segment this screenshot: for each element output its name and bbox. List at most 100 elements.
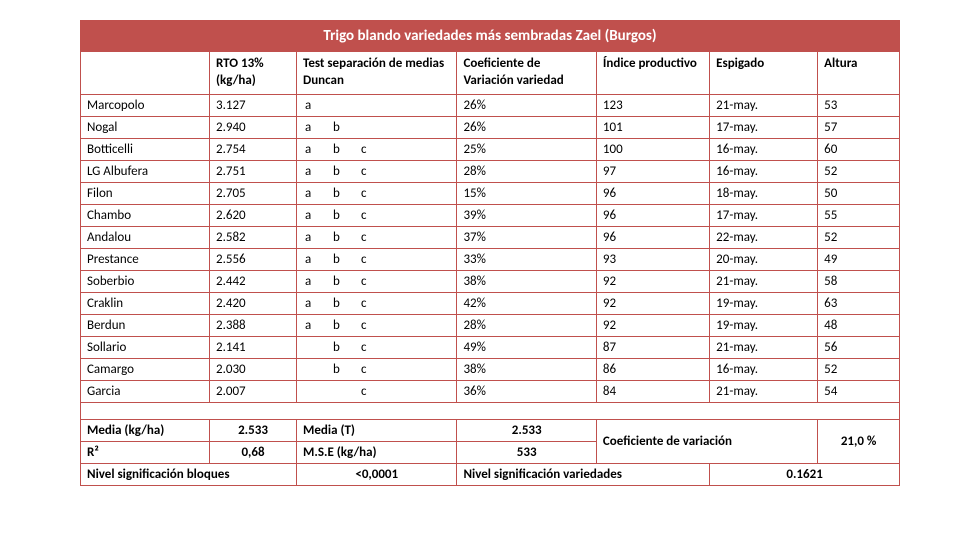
cv-value: 49% — [457, 336, 596, 358]
esp-value: 16-may. — [710, 358, 818, 380]
ip-value: 96 — [596, 204, 709, 226]
alt-value: 53 — [818, 94, 900, 116]
cv-value: 42% — [457, 292, 596, 314]
header-ip: Índice productivo — [596, 52, 709, 95]
esp-value: 16-may. — [710, 160, 818, 182]
ip-value: 87 — [596, 336, 709, 358]
cv-value: 15% — [457, 182, 596, 204]
duncan-value: abc — [297, 138, 457, 160]
ip-value: 92 — [596, 292, 709, 314]
alt-value: 63 — [818, 292, 900, 314]
mse-val: 533 — [457, 441, 596, 463]
esp-value: 21-may. — [710, 336, 818, 358]
table-row: Marcopolo3.127a26%12321-may.53 — [81, 94, 900, 116]
alt-value: 49 — [818, 248, 900, 270]
table-row: Botticelli2.754abc25%10016-may.60 — [81, 138, 900, 160]
mediaT-val: 2.533 — [457, 419, 596, 441]
cv-value: 28% — [457, 314, 596, 336]
r2-label: R² — [81, 441, 210, 463]
duncan-value: ab — [297, 116, 457, 138]
variety-name: Soberbio — [81, 270, 210, 292]
esp-value: 21-may. — [710, 94, 818, 116]
variety-name: Chambo — [81, 204, 210, 226]
esp-value: 17-may. — [710, 116, 818, 138]
variety-name: Berdun — [81, 314, 210, 336]
ip-value: 101 — [596, 116, 709, 138]
ip-value: 96 — [596, 182, 709, 204]
alt-value: 55 — [818, 204, 900, 226]
table-row: Sollario2.141bc49%8721-may.56 — [81, 336, 900, 358]
esp-value: 18-may. — [710, 182, 818, 204]
table-row: Soberbio2.442abc38%9221-may.58 — [81, 270, 900, 292]
rto-value: 2.751 — [209, 160, 296, 182]
rto-value: 2.007 — [209, 380, 296, 402]
alt-value: 54 — [818, 380, 900, 402]
alt-value: 60 — [818, 138, 900, 160]
table-title: Trigo blando variedades más sembradas Za… — [81, 21, 900, 52]
rto-value: 2.582 — [209, 226, 296, 248]
duncan-value: abc — [297, 292, 457, 314]
variety-name: Craklin — [81, 292, 210, 314]
header-variety — [81, 52, 210, 95]
cv-value: 38% — [457, 270, 596, 292]
cv-value: 25% — [457, 138, 596, 160]
rto-value: 2.420 — [209, 292, 296, 314]
rto-value: 2.705 — [209, 182, 296, 204]
rto-value: 2.754 — [209, 138, 296, 160]
cv-value: 33% — [457, 248, 596, 270]
duncan-value: bc — [297, 336, 457, 358]
cv-value: 26% — [457, 116, 596, 138]
nsb-label: Nivel significación bloques — [81, 463, 297, 485]
header-alt: Altura — [818, 52, 900, 95]
alt-value: 58 — [818, 270, 900, 292]
alt-value: 52 — [818, 226, 900, 248]
variety-name: Andalou — [81, 226, 210, 248]
spacer-row — [81, 402, 900, 419]
esp-value: 19-may. — [710, 314, 818, 336]
table-row: Chambo2.620abc39%9617-may.55 — [81, 204, 900, 226]
duncan-value: abc — [297, 248, 457, 270]
rto-value: 2.442 — [209, 270, 296, 292]
esp-value: 21-may. — [710, 380, 818, 402]
ip-value: 92 — [596, 314, 709, 336]
alt-value: 57 — [818, 116, 900, 138]
table-row: Garcia2.007c36%8421-may.54 — [81, 380, 900, 402]
ip-value: 123 — [596, 94, 709, 116]
duncan-value: abc — [297, 270, 457, 292]
duncan-value: abc — [297, 160, 457, 182]
rto-value: 2.940 — [209, 116, 296, 138]
header-rto: RTO 13% (kg/ha) — [209, 52, 296, 95]
duncan-value: bc — [297, 358, 457, 380]
mediaT-label: Media (T) — [297, 419, 457, 441]
duncan-value: c — [297, 380, 457, 402]
alt-value: 52 — [818, 358, 900, 380]
alt-value: 52 — [818, 160, 900, 182]
table-row: Filon2.705abc15%9618-may.50 — [81, 182, 900, 204]
table-row: Camargo2.030bc38%8616-may.52 — [81, 358, 900, 380]
cv-value: 28% — [457, 160, 596, 182]
cv-value: 37% — [457, 226, 596, 248]
rto-value: 2.620 — [209, 204, 296, 226]
coef-var-label: Coeficiente de variación — [596, 419, 817, 463]
nsv-val: 0.1621 — [710, 463, 900, 485]
ip-value: 97 — [596, 160, 709, 182]
duncan-value: a — [297, 94, 457, 116]
variety-name: Botticelli — [81, 138, 210, 160]
cv-value: 36% — [457, 380, 596, 402]
esp-value: 22-may. — [710, 226, 818, 248]
alt-value: 48 — [818, 314, 900, 336]
summary-row-1: Media (kg/ha) 2.533 Media (T) 2.533 Coef… — [81, 419, 900, 441]
variety-name: Camargo — [81, 358, 210, 380]
duncan-value: abc — [297, 204, 457, 226]
table-row: Nogal2.940ab26%10117-may.57 — [81, 116, 900, 138]
ip-value: 100 — [596, 138, 709, 160]
nsb-val: <0,0001 — [297, 463, 457, 485]
rto-value: 2.388 — [209, 314, 296, 336]
table-row: Andalou2.582abc37%9622-may.52 — [81, 226, 900, 248]
media-label: Media (kg/ha) — [81, 419, 210, 441]
alt-value: 50 — [818, 182, 900, 204]
duncan-value: abc — [297, 182, 457, 204]
esp-value: 21-may. — [710, 270, 818, 292]
summary-row-3: Nivel significación bloques <0,0001 Nive… — [81, 463, 900, 485]
duncan-value: abc — [297, 226, 457, 248]
